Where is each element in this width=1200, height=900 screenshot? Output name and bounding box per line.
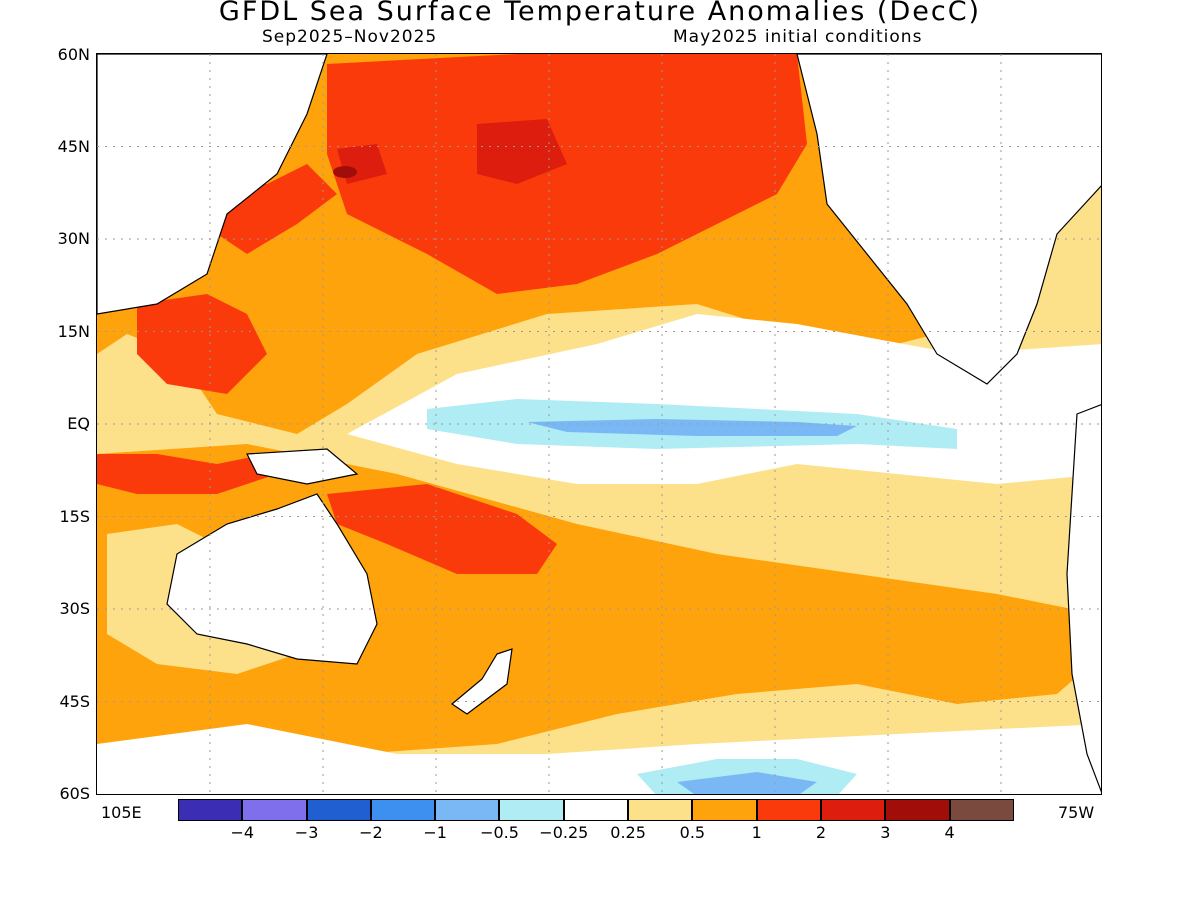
colorbar-swatch-0	[178, 799, 243, 821]
colorbar-tick-label: 1	[751, 823, 762, 842]
asia-landmass	[97, 54, 328, 315]
anomaly-north-pacific-red	[327, 54, 807, 294]
new-zealand-landmass	[450, 648, 513, 715]
colorbar-tick-label: 2	[815, 823, 827, 842]
colorbar-swatch-11	[885, 799, 950, 821]
lat-label-45n: 45N	[57, 137, 90, 156]
colorbar-tick-label: −0.5	[480, 823, 519, 842]
anomaly-kuroshio-peak	[333, 166, 357, 178]
anomaly-southern-cool-core	[677, 772, 817, 794]
colorbar-tick-label: −1	[423, 823, 447, 842]
lat-label-60n: 60N	[57, 45, 90, 64]
colorbar-tick-label: 0.25	[610, 823, 646, 842]
colorbar-tick-label: −0.25	[539, 823, 589, 842]
colorbar-swatch-5	[499, 799, 564, 821]
colorbar-swatch-9	[756, 799, 821, 821]
sst-anomaly-map	[96, 53, 1102, 795]
colorbar	[178, 799, 1014, 821]
colorbar-tick-label: −2	[359, 823, 383, 842]
anomaly-coral-sea-red	[327, 484, 557, 574]
colorbar-tick-label: −4	[230, 823, 255, 842]
anomaly-philippine-sea-red	[137, 294, 267, 394]
lat-label-30s: 30S	[59, 599, 90, 618]
season-label: Sep2025–Nov2025	[262, 27, 438, 47]
lat-label-eq: EQ	[67, 414, 90, 433]
new-guinea-landmass	[246, 448, 359, 485]
colorbar-swatch-10	[820, 799, 886, 821]
lat-label-15s: 15S	[59, 507, 90, 526]
colorbar-swatch-1	[242, 799, 307, 821]
colorbar-tick-label: −3	[294, 823, 319, 842]
colorbar-swatch-3	[370, 799, 436, 821]
australia-landmass	[166, 493, 378, 665]
colorbar-swatch-2	[306, 799, 371, 821]
lon-label-left: 105E	[101, 803, 142, 822]
colorbar-tick-label: 4	[944, 823, 955, 842]
south-america-landmass	[1066, 404, 1101, 793]
anomaly-north-pacific-darkred	[477, 119, 567, 184]
anomaly-maritime-red	[97, 454, 277, 494]
lat-label-45s: 45S	[59, 692, 90, 711]
colorbar-tick-label: 0.5	[679, 823, 706, 842]
chart-title: GFDL Sea Surface Temperature Anomalies (…	[218, 0, 982, 27]
colorbar-swatch-8	[692, 799, 757, 821]
north-america-landmass	[796, 54, 1101, 385]
lon-label-right: 75W	[1058, 803, 1095, 822]
lat-label-15n: 15N	[57, 322, 90, 341]
colorbar-swatch-7	[628, 799, 693, 821]
colorbar-swatch-6	[563, 799, 629, 821]
lat-label-60s: 60S	[59, 784, 90, 803]
colorbar-tick-label: 3	[880, 823, 891, 842]
colorbar-swatch-12	[949, 799, 1014, 821]
colorbar-swatch-4	[435, 799, 500, 821]
init-conditions-label: May2025 initial conditions	[673, 27, 923, 47]
anomaly-field	[97, 54, 1101, 794]
lat-label-30n: 30N	[57, 229, 90, 248]
